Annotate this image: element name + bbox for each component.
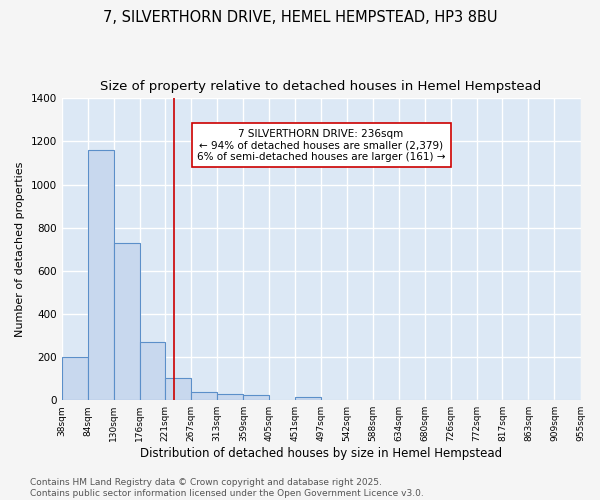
Title: Size of property relative to detached houses in Hemel Hempstead: Size of property relative to detached ho… bbox=[100, 80, 542, 93]
Bar bbox=[114, 243, 140, 400]
Bar bbox=[295, 397, 322, 400]
Bar bbox=[191, 392, 217, 400]
Bar bbox=[217, 394, 243, 400]
Text: 7, SILVERTHORN DRIVE, HEMEL HEMPSTEAD, HP3 8BU: 7, SILVERTHORN DRIVE, HEMEL HEMPSTEAD, H… bbox=[103, 10, 497, 25]
Text: Contains HM Land Registry data © Crown copyright and database right 2025.
Contai: Contains HM Land Registry data © Crown c… bbox=[30, 478, 424, 498]
Bar bbox=[88, 150, 114, 400]
X-axis label: Distribution of detached houses by size in Hemel Hempstead: Distribution of detached houses by size … bbox=[140, 447, 502, 460]
Y-axis label: Number of detached properties: Number of detached properties bbox=[15, 162, 25, 337]
Bar bbox=[243, 395, 269, 400]
Bar bbox=[140, 342, 165, 400]
Bar bbox=[62, 357, 88, 400]
Bar bbox=[165, 378, 191, 400]
Text: 7 SILVERTHORN DRIVE: 236sqm
← 94% of detached houses are smaller (2,379)
6% of s: 7 SILVERTHORN DRIVE: 236sqm ← 94% of det… bbox=[197, 128, 445, 162]
